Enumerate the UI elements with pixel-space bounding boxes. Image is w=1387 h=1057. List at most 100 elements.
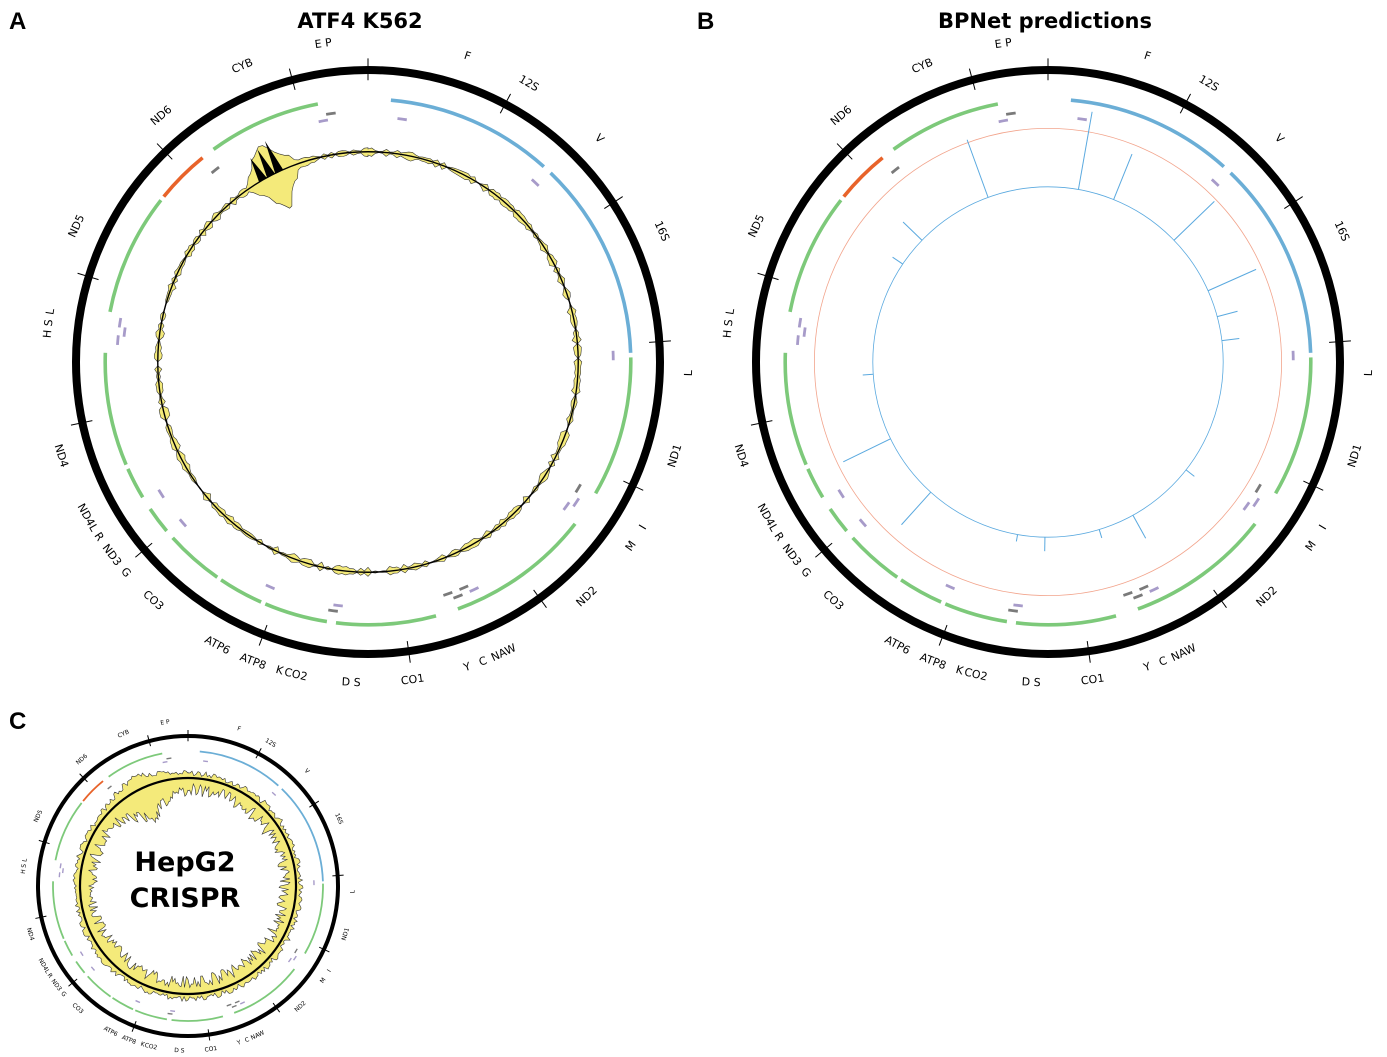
gene-label: I <box>1316 522 1329 531</box>
gene-arc <box>105 353 126 465</box>
trna-mark <box>564 502 570 510</box>
gene-label: ND3 <box>100 542 125 569</box>
gene-label: E P <box>994 36 1013 51</box>
gene-label: CO3 <box>820 588 846 613</box>
gene-label: Y <box>235 1039 242 1047</box>
gene-label: ND1 <box>1345 443 1364 469</box>
prediction-reference-ring <box>814 128 1281 595</box>
trna-mark <box>159 490 164 498</box>
trna-mark <box>532 179 539 185</box>
gene-arc <box>113 998 134 1009</box>
trna-mark <box>295 949 297 953</box>
gene-label: ND2 <box>293 1000 307 1014</box>
trna-mark <box>212 167 219 173</box>
trna-mark <box>443 592 452 595</box>
gene-arc <box>265 604 327 622</box>
panel-b-letter: B <box>697 8 714 36</box>
gene-label: V <box>1272 131 1287 146</box>
prediction-baseline <box>873 187 1223 537</box>
gene-label: M <box>623 538 639 553</box>
gene-label: CO2 <box>144 1042 158 1052</box>
trna-mark <box>1253 498 1258 506</box>
gene-label: L <box>21 857 29 862</box>
gene-label: M <box>1303 538 1319 553</box>
gene-label: ATP8 <box>238 650 268 672</box>
gene-label: G <box>59 990 68 998</box>
gene-arc <box>1231 173 1311 353</box>
trna-mark <box>1008 610 1018 611</box>
gene-label: F <box>236 725 242 733</box>
trna-mark <box>63 868 64 873</box>
gene-label: ND6 <box>148 103 175 128</box>
outer-ring <box>76 70 660 654</box>
panel-a-letter: A <box>9 8 26 36</box>
trna-mark <box>1123 592 1132 595</box>
trna-mark <box>946 585 955 589</box>
gene-label: CYB <box>230 56 255 76</box>
trna-mark <box>326 113 336 114</box>
gene-label: C <box>244 1036 250 1044</box>
gene-arc <box>551 173 631 353</box>
trna-mark <box>136 1001 140 1003</box>
gene-label: CO1 <box>1080 672 1105 688</box>
prediction-spike <box>1099 530 1102 538</box>
gene-label: ND2 <box>574 584 600 610</box>
trna-mark <box>227 1004 232 1006</box>
trna-mark <box>1256 484 1261 492</box>
prediction-spike <box>1114 154 1132 199</box>
gene-label: R <box>772 530 787 544</box>
trna-mark <box>797 335 798 345</box>
trna-mark <box>163 762 168 763</box>
trna-mark <box>319 120 328 122</box>
trna-mark <box>117 335 118 345</box>
trna-mark <box>1139 586 1148 590</box>
gene-label: ND2 <box>1254 584 1280 610</box>
gene-arc <box>901 580 941 602</box>
prediction-spike <box>967 140 988 198</box>
gene-arc <box>135 1010 167 1019</box>
gene-label: ND6 <box>828 103 855 128</box>
trna-mark <box>168 1013 173 1014</box>
gene-label: CYB <box>910 56 935 76</box>
gene-arc <box>458 524 575 609</box>
trna-mark <box>235 1001 239 1003</box>
panel-a-title: ATF4 K562 <box>210 9 510 33</box>
panel-c-center-line-2: CRISPR <box>110 881 260 917</box>
gene-label: F <box>462 49 472 63</box>
trna-mark <box>272 792 276 795</box>
gene-arc <box>945 604 1007 622</box>
trna-mark <box>576 484 581 492</box>
gene-arc <box>596 357 631 493</box>
trna-mark <box>459 586 468 590</box>
trna-mark <box>240 1002 244 1004</box>
gene-label: I <box>326 968 333 973</box>
gene-arc <box>1138 524 1255 609</box>
gene-label: R <box>92 530 107 544</box>
gene-arc <box>894 104 998 149</box>
prediction-spike <box>1133 515 1146 538</box>
trna-mark <box>804 327 805 336</box>
gene-label: CO1 <box>204 1045 218 1053</box>
gene-arc <box>305 884 323 954</box>
gene-label: ND5 <box>66 213 88 240</box>
gene-label: CO1 <box>400 672 425 688</box>
gene-label: ND5 <box>746 213 768 240</box>
prediction-spike <box>893 257 903 264</box>
gene-label: ATP8 <box>918 650 948 672</box>
gene-label: H <box>41 329 55 338</box>
gene-label: ND4 <box>52 443 71 469</box>
trna-mark <box>60 863 61 868</box>
prediction-spike <box>903 222 922 240</box>
gene-arc <box>76 961 85 972</box>
gene-label: ATP6 <box>882 633 912 657</box>
gene-label: ATP8 <box>121 1034 137 1046</box>
trna-mark <box>266 585 275 589</box>
gene-label: G <box>798 565 813 580</box>
trna-mark <box>91 967 94 971</box>
trna-mark <box>294 956 297 960</box>
gene-label: 16S <box>1332 219 1352 243</box>
panel-c-center-label: HepG2 CRISPR <box>110 845 260 917</box>
prediction-spike <box>1222 339 1239 341</box>
gene-label: 12S <box>517 73 542 95</box>
